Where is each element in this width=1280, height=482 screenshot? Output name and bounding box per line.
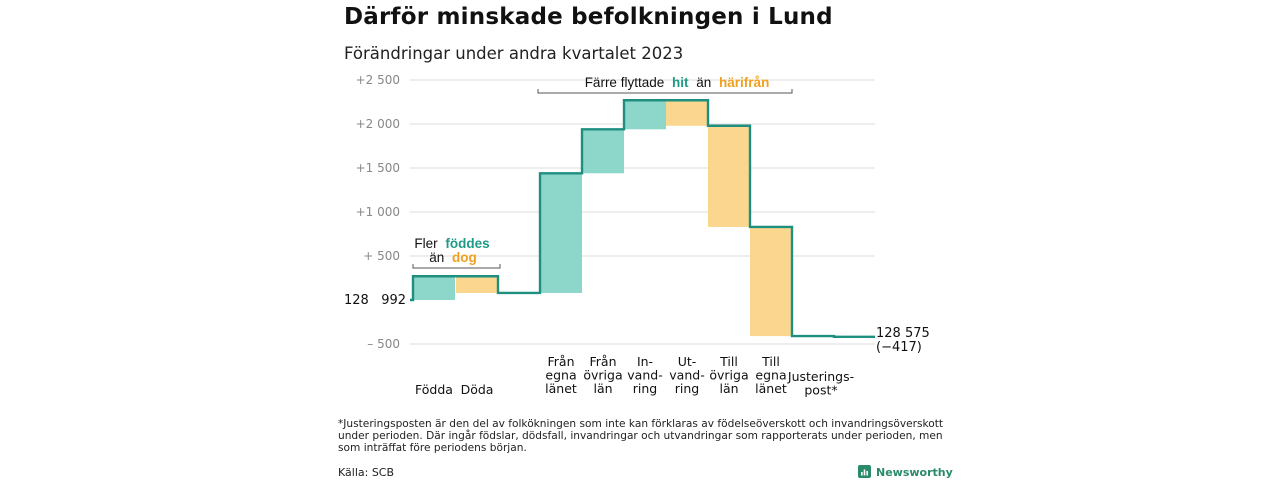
x-axis-label: Ut-	[678, 354, 697, 369]
x-axis-labels: Födda DödaFrånegnalänetFrånövrigalänIn-va…	[415, 354, 854, 398]
x-axis-label: länet	[755, 381, 787, 396]
bar	[666, 100, 708, 126]
moves-annotation-word-2: hit	[672, 75, 689, 90]
bars-layer	[413, 100, 834, 337]
moves-bracket	[537, 89, 793, 94]
bar	[540, 173, 582, 293]
moves-annotation-word-3: än	[696, 75, 711, 90]
births-annotation-word-1: Fler	[414, 236, 438, 251]
x-axis-label: Från	[589, 354, 616, 369]
births-annotation-word-2: föddes	[445, 236, 489, 251]
start-value-label: 128 992	[344, 293, 406, 308]
moves-annotation-word-4: härifrån	[719, 75, 769, 90]
waterfall-chart: – 500 + 500 +1 000 +1 500 +2 000 +2 500 Födda…	[344, 73, 930, 398]
step-line-layer	[410, 99, 875, 338]
y-tick-label: +1 000	[356, 205, 400, 219]
x-axis-label: ring	[675, 381, 699, 396]
bar	[624, 100, 666, 130]
source-label: Källa: SCB	[338, 466, 395, 479]
end-change-label: (−417)	[876, 340, 922, 355]
x-axis-label: egna	[545, 368, 576, 383]
x-axis-label: vand-	[669, 368, 704, 383]
bar	[413, 276, 455, 300]
x-axis-label: egna	[755, 368, 786, 383]
y-tick-label: +2 000	[356, 117, 400, 131]
births-annotation-word-4: dog	[452, 250, 477, 265]
x-axis-label: län	[719, 381, 738, 396]
moves-annotation: Färre flyttade hit än härifrån	[537, 75, 793, 94]
bar	[750, 226, 792, 337]
svg-text:Fler föddes: Fler föddes	[414, 236, 489, 251]
x-axis-label: vand-	[627, 368, 662, 383]
y-tick-label: +1 500	[356, 161, 400, 175]
svg-text:än dog: än dog	[429, 250, 477, 265]
footnote: *Justeringsposten är den del av folkökni…	[338, 418, 944, 454]
x-axis-label: övriga	[709, 368, 748, 383]
x-axis-label: Till	[719, 354, 738, 369]
y-axis-ticks: – 500 + 500 +1 000 +1 500 +2 000 +2 500	[356, 73, 400, 351]
chart-subtitle: Förändringar under andra kvartalet 2023	[344, 44, 684, 63]
births-annotation-word-3: än	[429, 250, 444, 265]
x-axis-label: Till	[761, 354, 780, 369]
x-axis-label: ring	[633, 381, 657, 396]
chart-title: Därför minskade befolkningen i Lund	[344, 4, 833, 30]
x-axis-label: In-	[637, 354, 653, 369]
end-value-label: 128 575	[876, 326, 930, 341]
newsworthy-logo-icon	[858, 463, 871, 482]
moves-annotation-word-1: Färre flyttade	[585, 75, 665, 90]
bar	[708, 125, 750, 227]
y-tick-label: – 500	[367, 337, 400, 351]
births-bracket	[412, 264, 501, 269]
x-axis-label: övriga	[583, 368, 622, 383]
x-axis-label: Döda	[461, 382, 494, 397]
x-axis-label: post*	[804, 383, 837, 398]
bar	[456, 276, 498, 293]
brand-name: Newsworthy	[876, 466, 953, 479]
x-axis-label: Från	[547, 354, 574, 369]
bar	[582, 129, 624, 174]
x-axis-label: länet	[545, 381, 577, 396]
svg-text:Färre flyttade hit: Färre flyttade hit än härifrån	[585, 75, 770, 90]
births-annotation: Fler föddes än dog	[412, 236, 501, 269]
x-axis-label: Justerings-	[787, 369, 854, 384]
running-total-line	[410, 99, 875, 338]
x-axis-label: län	[593, 381, 612, 396]
x-axis-label: Födda	[415, 382, 453, 397]
brand-logo: Newsworthy	[858, 463, 953, 482]
y-tick-label: +2 500	[356, 73, 400, 87]
y-tick-label: + 500	[363, 249, 400, 263]
